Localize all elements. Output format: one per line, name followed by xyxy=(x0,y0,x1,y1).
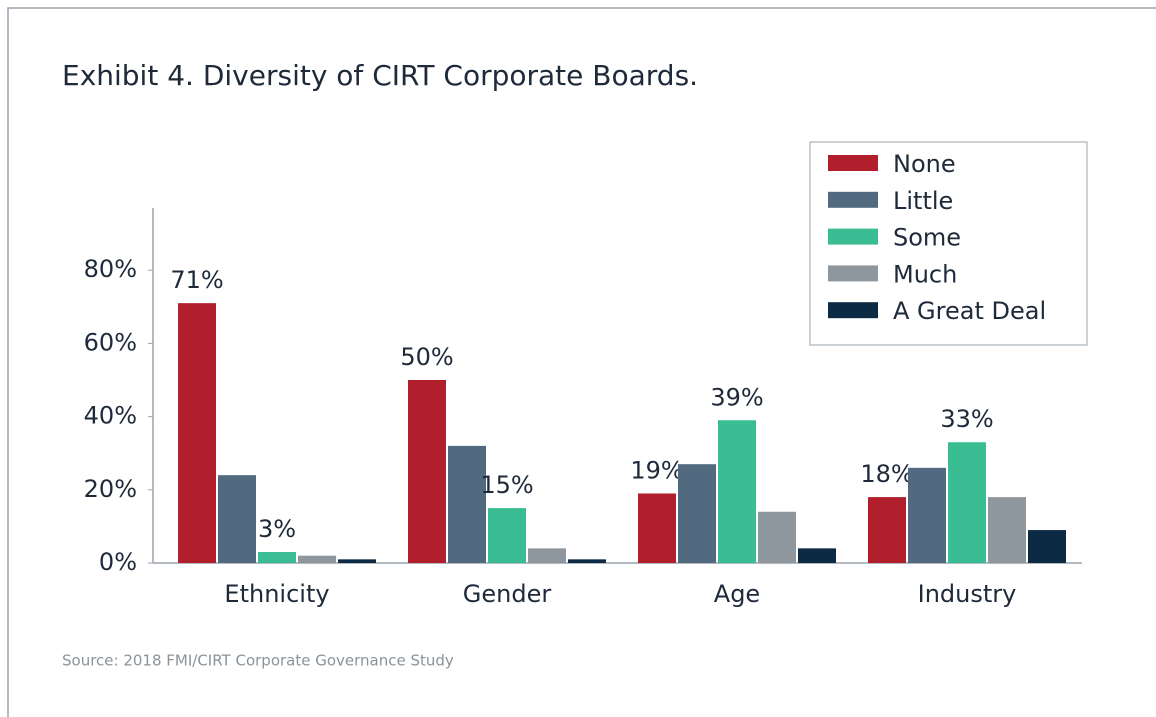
data-label: 18% xyxy=(860,460,913,488)
legend-label: None xyxy=(893,150,956,178)
bar xyxy=(868,497,906,563)
bar xyxy=(218,475,256,563)
legend-swatch xyxy=(828,228,878,245)
legend-swatch xyxy=(828,265,878,282)
data-label: 50% xyxy=(400,343,453,371)
bar xyxy=(798,548,836,563)
data-label: 39% xyxy=(710,383,763,411)
legend-swatch xyxy=(828,155,878,171)
legend-label: Some xyxy=(893,224,961,252)
bar xyxy=(488,508,526,563)
legend-swatch xyxy=(828,302,878,319)
legend-label: A Great Deal xyxy=(893,297,1046,325)
bar xyxy=(1028,530,1066,563)
bar xyxy=(298,555,336,563)
x-tick-label: Age xyxy=(714,580,760,608)
data-label: 33% xyxy=(940,405,993,433)
bar xyxy=(338,559,376,563)
x-tick-label: Gender xyxy=(463,580,552,608)
legend-swatch xyxy=(828,191,878,208)
legend-label: Little xyxy=(893,187,953,215)
y-tick-label: 0% xyxy=(99,548,137,576)
x-tick-label: Ethnicity xyxy=(224,580,329,608)
y-tick-label: 60% xyxy=(84,328,137,356)
bar xyxy=(638,493,676,563)
data-label: 19% xyxy=(630,456,683,484)
bar xyxy=(528,548,566,563)
bar xyxy=(948,442,986,563)
bar xyxy=(258,552,296,563)
bar xyxy=(448,445,486,563)
x-tick-label: Industry xyxy=(918,580,1017,608)
bar xyxy=(178,303,216,563)
bar xyxy=(988,497,1026,563)
y-tick-label: 80% xyxy=(84,255,137,283)
data-label: 15% xyxy=(480,471,533,499)
bar xyxy=(568,559,606,563)
bar xyxy=(908,467,946,563)
y-tick-label: 20% xyxy=(84,475,137,503)
chart-title: Exhibit 4. Diversity of CIRT Corporate B… xyxy=(62,59,698,92)
bar xyxy=(408,380,446,563)
source: Source: 2018 FMI/CIRT Corporate Governan… xyxy=(62,652,454,670)
bar xyxy=(758,511,796,563)
legend-label: Much xyxy=(893,260,957,288)
data-label: 3% xyxy=(258,515,296,543)
y-tick-label: 40% xyxy=(84,402,137,430)
frame xyxy=(7,7,1156,717)
data-label: 71% xyxy=(170,266,223,294)
bar xyxy=(718,420,756,563)
bar xyxy=(678,464,716,563)
